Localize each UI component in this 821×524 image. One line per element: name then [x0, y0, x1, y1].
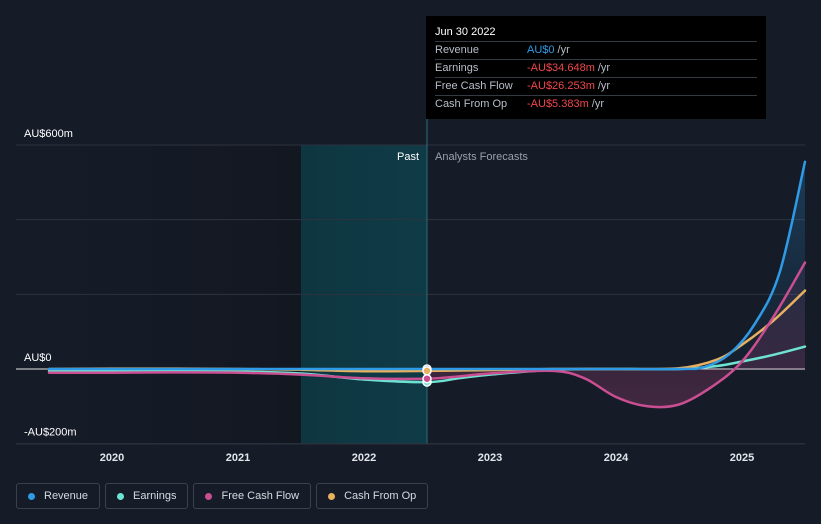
tooltip-unit: /yr — [597, 62, 611, 74]
chart-legend: Revenue Earnings Free Cash Flow Cash Fro… — [16, 483, 429, 509]
tooltip-value-cash-from-op: -AU$5.383m — [527, 98, 589, 110]
tooltip-row-free-cash-flow: Free Cash Flow -AU$26.253m /yr — [435, 78, 757, 96]
legend-label: Earnings — [133, 490, 177, 502]
forecast-label: Analysts Forecasts — [435, 151, 528, 163]
tooltip-unit: /yr — [597, 80, 611, 92]
tooltip-value-earnings: -AU$34.648m — [527, 62, 595, 74]
tooltip-value-revenue: AU$0 — [527, 44, 555, 56]
y-tick-label: AU$0 — [24, 352, 52, 364]
series-line-free-cash-flow — [47, 261, 807, 409]
marker-cash-from-op — [422, 366, 432, 376]
tooltip-row-earnings: Earnings -AU$34.648m /yr — [435, 60, 757, 78]
tooltip-row-cash-from-op: Cash From Op -AU$5.383m /yr — [435, 96, 757, 113]
legend-label: Cash From Op — [344, 490, 417, 502]
tooltip-label: Earnings — [435, 62, 479, 74]
revenue-area — [427, 161, 805, 370]
y-tick-label: -AU$200m — [24, 427, 77, 439]
tooltip-unit: /yr — [591, 98, 604, 110]
tooltip-label: Revenue — [435, 44, 480, 56]
legend-label: Free Cash Flow — [221, 490, 300, 502]
legend-dot-icon — [28, 492, 35, 500]
tooltip-unit: /yr — [557, 44, 570, 56]
legend-dot-icon — [117, 492, 125, 500]
x-tick-label: 2020 — [100, 452, 124, 464]
legend-item-cash-from-op[interactable]: Cash From Op — [316, 483, 429, 509]
x-tick-label: 2025 — [730, 452, 754, 464]
tooltip-label: Free Cash Flow — [435, 80, 513, 92]
legend-dot-icon — [328, 492, 336, 500]
tooltip-label: Cash From Op — [435, 98, 508, 110]
hover-tooltip: Jun 30 2022 Revenue AU$0 /yr Earnings -A… — [426, 16, 766, 119]
legend-dot-icon — [205, 492, 213, 500]
tooltip-row-revenue: Revenue AU$0 /yr — [435, 42, 757, 60]
tooltip-value-free-cash-flow: -AU$26.253m — [527, 80, 595, 92]
past-label: Past — [397, 151, 419, 163]
x-tick-label: 2022 — [352, 452, 376, 464]
x-tick-label: 2023 — [478, 452, 502, 464]
marker-free-cash-flow — [422, 373, 432, 384]
legend-item-earnings[interactable]: Earnings — [105, 483, 189, 509]
legend-label: Revenue — [44, 490, 89, 502]
x-tick-label: 2021 — [226, 452, 250, 464]
x-tick-label: 2024 — [604, 452, 629, 464]
legend-item-revenue[interactable]: Revenue — [16, 483, 101, 509]
y-tick-label: AU$600m — [24, 128, 73, 140]
series-line-revenue — [47, 160, 807, 371]
earnings-revenue-chart: AU$600m AU$0 -AU$200m 2020 2021 2022 2023 2024 2… — [16, 119, 807, 464]
tooltip-date: Jun 30 2022 — [435, 24, 757, 42]
legend-item-free-cash-flow[interactable]: Free Cash Flow — [193, 483, 312, 509]
